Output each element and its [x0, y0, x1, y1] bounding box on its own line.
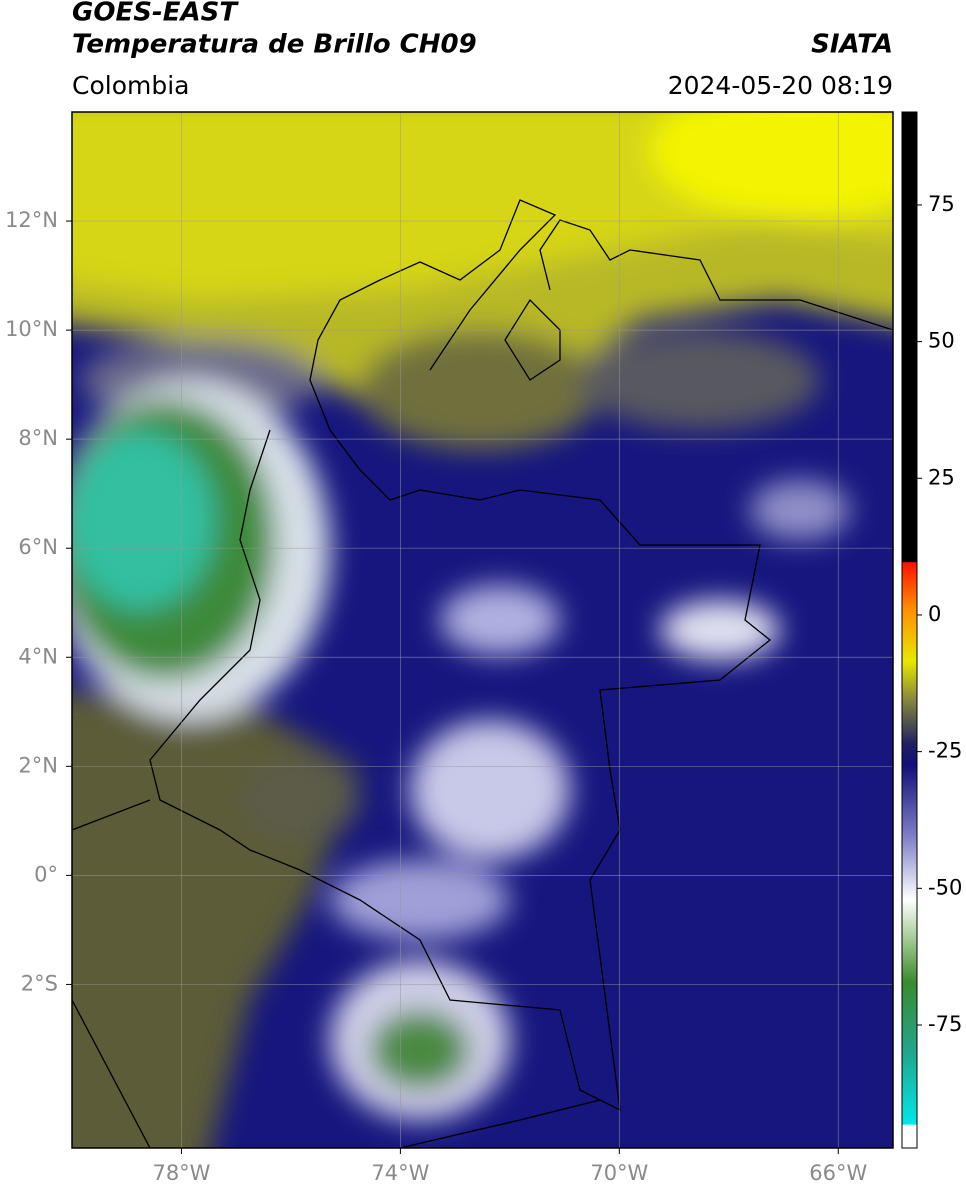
satellite-image — [72, 112, 893, 1148]
title: GOES-EAST — [72, 0, 239, 28]
source: SIATA — [811, 30, 893, 60]
lon-tick-label: 70°W — [590, 1161, 648, 1185]
lat-tick-label: 4°N — [18, 644, 58, 668]
subtitle: Temperatura de Brillo CH09 — [72, 30, 477, 60]
colorbar-tick-label: 0 — [928, 602, 941, 626]
colorbar-tick-label: -25 — [928, 739, 962, 763]
lat-tick-label: 2°S — [21, 971, 58, 995]
lat-tick-label: 10°N — [5, 317, 58, 341]
lat-tick-label: 0° — [34, 862, 58, 886]
colorbar-tick-label: -50 — [928, 875, 962, 899]
map-frame — [71, 111, 894, 1149]
lon-tick-label: 74°W — [371, 1161, 429, 1185]
colorbar — [901, 111, 918, 1149]
lat-tick-label: 6°N — [18, 535, 58, 559]
boundaries — [72, 199, 893, 1148]
lat-tick-label: 12°N — [5, 208, 58, 232]
grid — [72, 112, 893, 1148]
region: Colombia — [72, 71, 189, 100]
lon-tick-label: 66°W — [809, 1161, 867, 1185]
lat-tick-label: 2°N — [18, 753, 58, 777]
datetime: 2024-05-20 08:19 — [668, 71, 893, 100]
colorbar-tick-label: 50 — [928, 329, 955, 353]
lon-tick-label: 78°W — [152, 1161, 210, 1185]
colorbar-tick-label: -75 — [928, 1012, 962, 1036]
colorbar-tick-label: 75 — [928, 192, 955, 216]
colorbar-tick-label: 25 — [928, 465, 955, 489]
lat-tick-label: 8°N — [18, 426, 58, 450]
